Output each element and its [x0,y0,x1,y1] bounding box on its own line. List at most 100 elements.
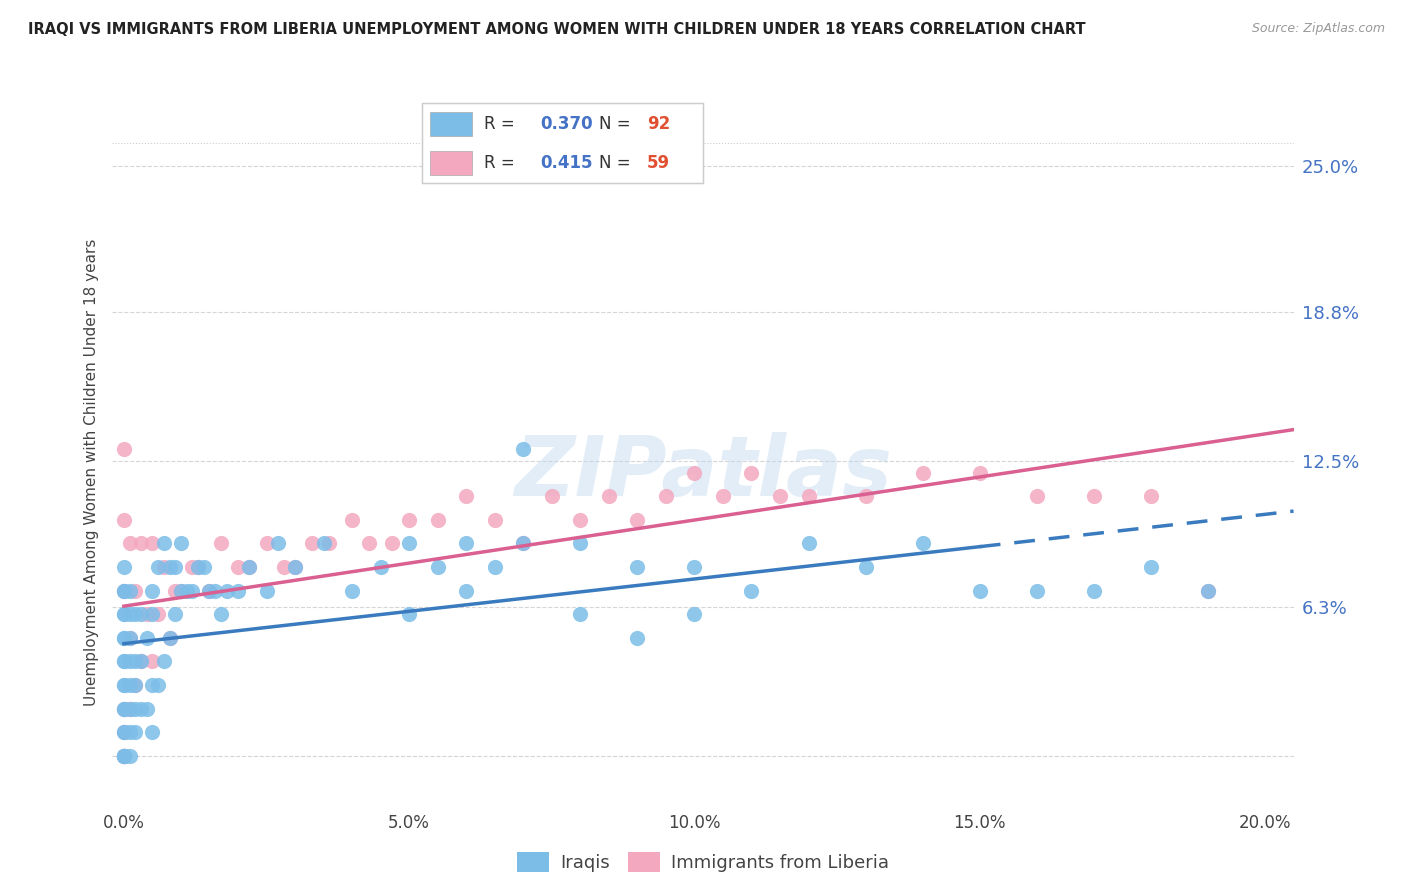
Point [112,583,135,598]
Point [141,583,163,598]
Point [112,513,135,527]
Text: 0.415: 0.415 [540,153,592,172]
Point [112,725,135,739]
Point [512,536,534,550]
Point [312,536,335,550]
Text: N =: N = [599,115,636,133]
Point [112,678,135,692]
Point [170,583,193,598]
Point [569,513,592,527]
Point [193,560,215,574]
Point [340,513,363,527]
Point [359,536,381,550]
Point [683,560,706,574]
Point [112,701,135,715]
Point [112,725,135,739]
Point [181,583,204,598]
Point [711,489,734,503]
Point [370,560,392,574]
Point [683,466,706,480]
Point [165,560,187,574]
Point [159,631,181,645]
Text: 59: 59 [647,153,669,172]
Point [124,583,146,598]
Point [626,513,648,527]
Point [153,654,176,668]
Point [626,560,648,574]
Point [141,654,163,668]
Point [301,536,323,550]
Point [398,536,420,550]
Text: 92: 92 [647,115,671,133]
Point [124,701,146,715]
Point [153,560,176,574]
Point [112,607,135,622]
Point [118,748,141,763]
Point [1140,560,1163,574]
Point [209,536,232,550]
Point [569,536,592,550]
Text: R =: R = [484,153,520,172]
Point [238,560,260,574]
Point [598,489,620,503]
Point [855,560,877,574]
Point [187,560,209,574]
Point [141,725,163,739]
Point [456,489,478,503]
Point [112,748,135,763]
Point [118,607,141,622]
Point [129,607,152,622]
Point [256,536,278,550]
FancyBboxPatch shape [430,112,472,136]
Point [226,583,249,598]
Point [456,583,478,598]
Point [118,701,141,715]
Text: N =: N = [599,153,636,172]
Point [112,748,135,763]
Point [238,560,260,574]
Point [969,466,991,480]
Point [484,560,506,574]
Text: R =: R = [484,115,520,133]
Point [740,466,762,480]
Point [112,583,135,598]
Point [118,654,141,668]
Point [112,748,135,763]
Point [855,489,877,503]
Point [1197,583,1219,598]
Point [176,583,198,598]
Point [129,701,152,715]
Point [170,536,193,550]
Point [1140,489,1163,503]
Point [209,607,232,622]
Point [124,654,146,668]
Point [398,513,420,527]
Y-axis label: Unemployment Among Women with Children Under 18 years: Unemployment Among Women with Children U… [84,239,100,706]
Point [112,701,135,715]
Point [512,442,534,457]
Legend: Iraqis, Immigrants from Liberia: Iraqis, Immigrants from Liberia [509,845,897,880]
Point [318,536,340,550]
Point [267,536,290,550]
Point [112,654,135,668]
Point [112,583,135,598]
Point [141,607,163,622]
Point [1025,583,1047,598]
Point [456,536,478,550]
Point [1083,583,1105,598]
Point [118,631,141,645]
Point [969,583,991,598]
Point [226,560,249,574]
Point [112,631,135,645]
Point [426,560,449,574]
Point [284,560,307,574]
Point [124,678,146,692]
Point [187,560,209,574]
Point [153,536,176,550]
Point [1025,489,1047,503]
Point [1197,583,1219,598]
Point [112,678,135,692]
Point [118,536,141,550]
Point [118,701,141,715]
Point [198,583,221,598]
